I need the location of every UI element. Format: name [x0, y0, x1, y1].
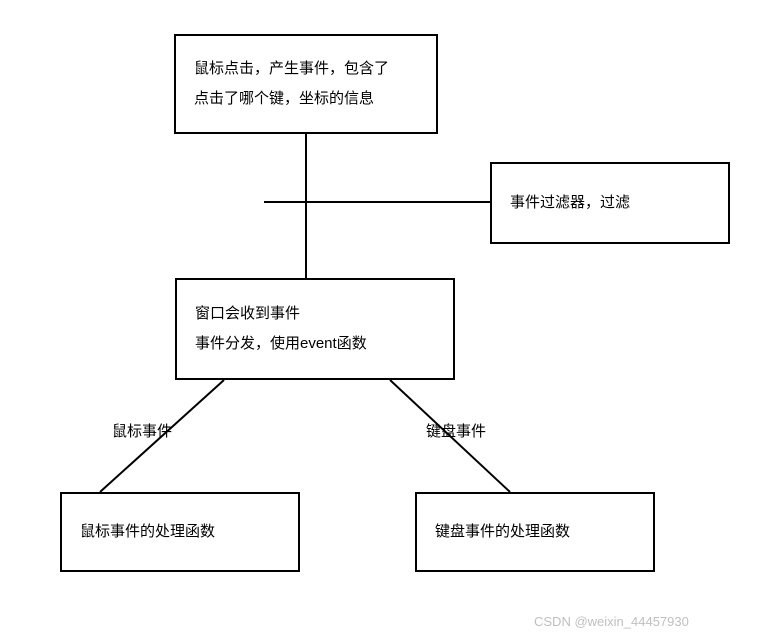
node-window-event-dispatch: 窗口会收到事件 事件分发，使用event函数: [175, 278, 455, 380]
edge-label-mouse-event: 鼠标事件: [112, 420, 172, 441]
watermark: CSDN @weixin_44457930: [534, 614, 689, 629]
node-text-line: 点击了哪个键，坐标的信息: [194, 84, 418, 114]
node-mouse-handler: 鼠标事件的处理函数: [60, 492, 300, 572]
node-text-line: 窗口会收到事件: [195, 299, 435, 329]
edge-label-keyboard-event: 键盘事件: [426, 420, 486, 441]
node-event-filter: 事件过滤器，过滤: [490, 162, 730, 244]
node-text-line: 键盘事件的处理函数: [435, 517, 635, 547]
node-text-line: 鼠标点击，产生事件，包含了: [194, 54, 418, 84]
node-text-line: 事件分发，使用event函数: [195, 329, 435, 359]
node-mouse-click: 鼠标点击，产生事件，包含了 点击了哪个键，坐标的信息: [174, 34, 438, 134]
node-text-line: 鼠标事件的处理函数: [80, 517, 280, 547]
node-keyboard-handler: 键盘事件的处理函数: [415, 492, 655, 572]
node-text-line: 事件过滤器，过滤: [510, 188, 710, 218]
